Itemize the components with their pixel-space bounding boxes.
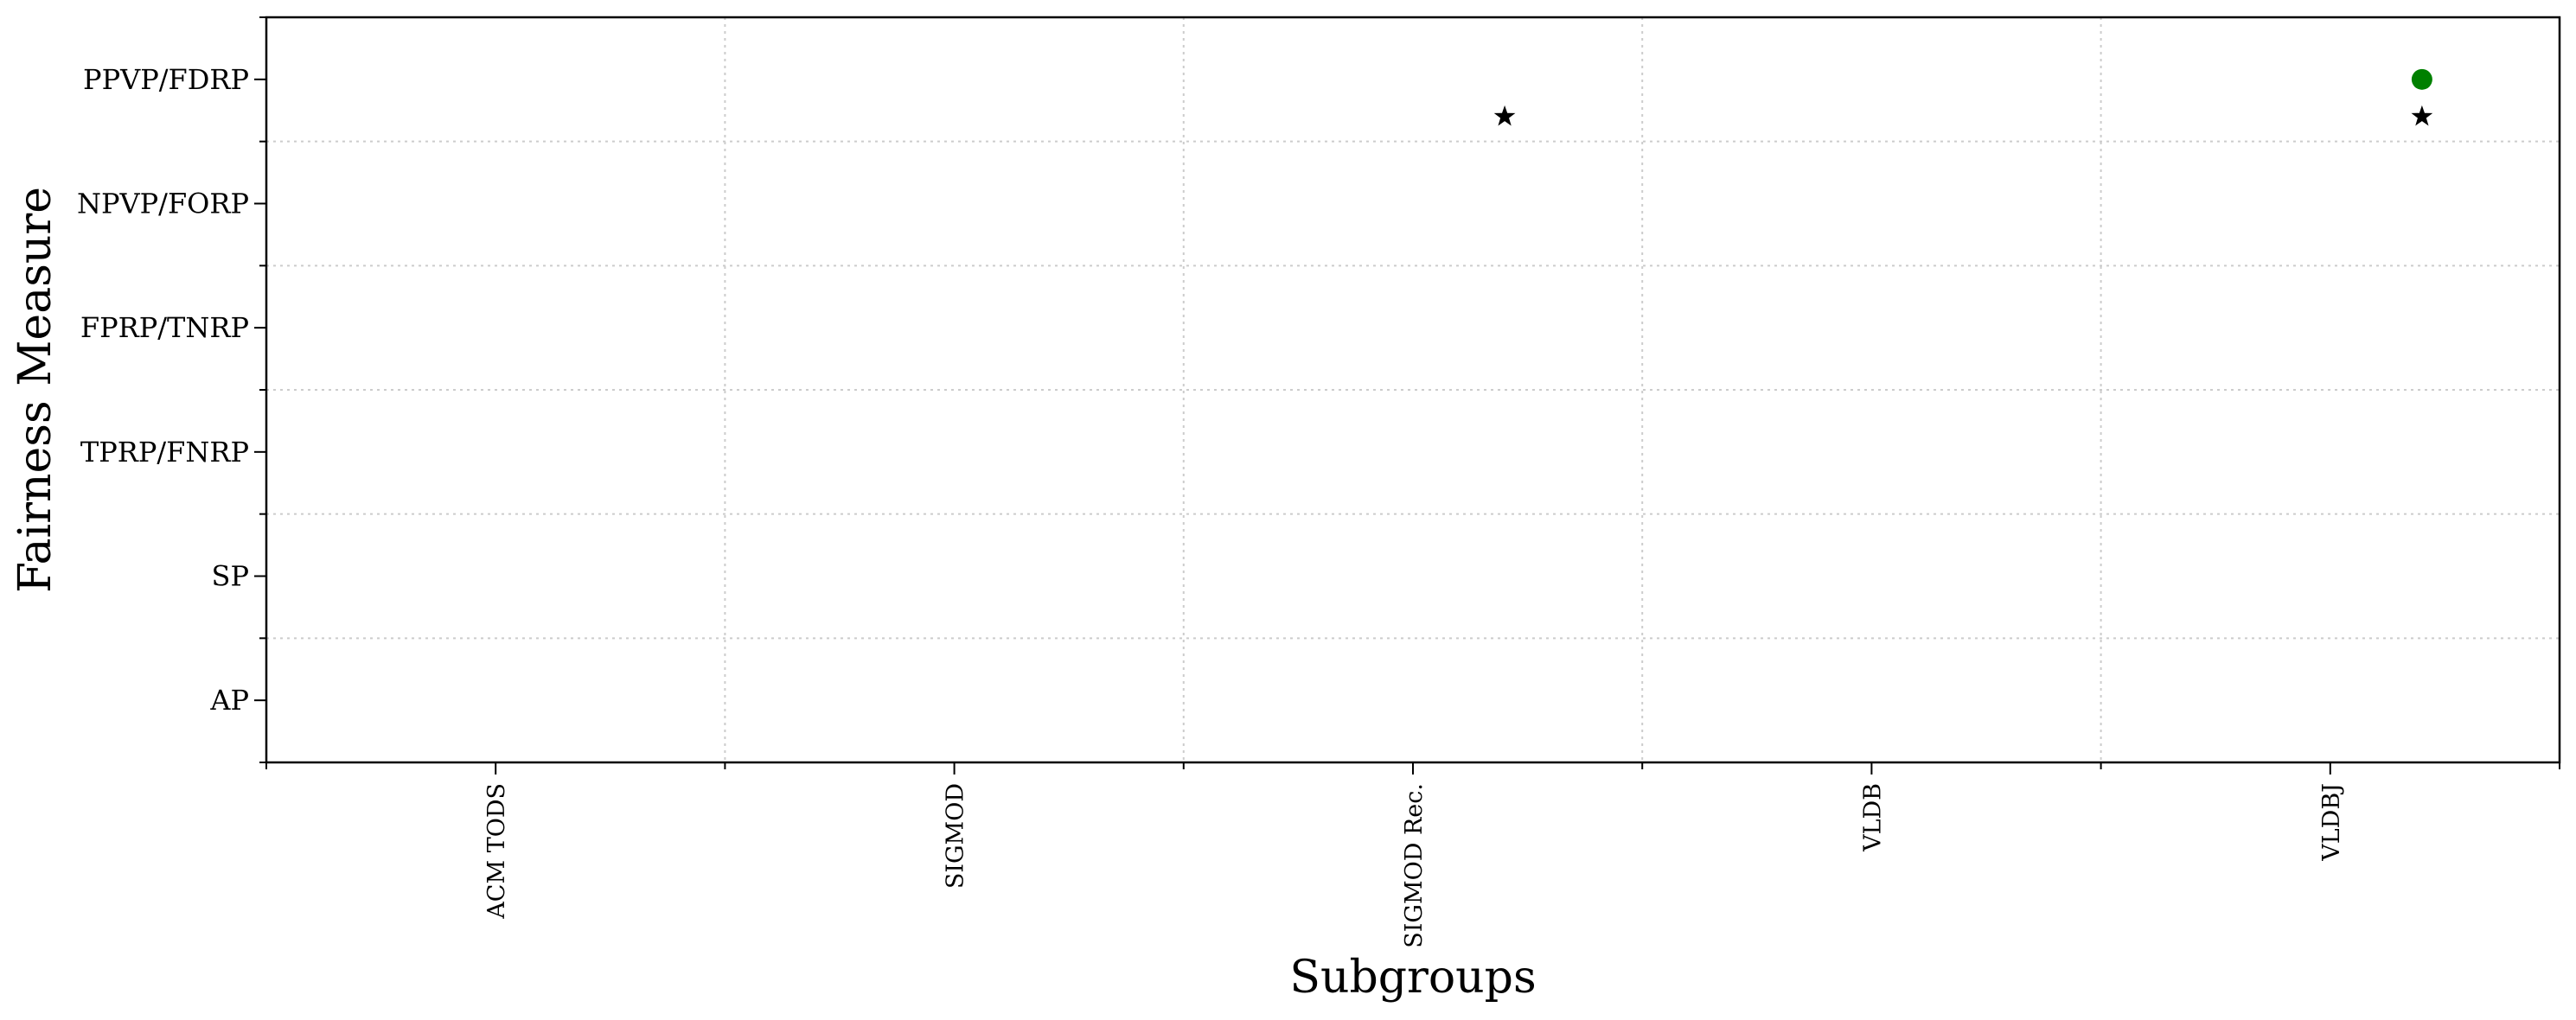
y-tick-label: FPRP/TNRP: [80, 311, 249, 344]
x-tick-label: SIGMOD: [943, 783, 969, 889]
x-tick-label: VLDBJ: [2318, 783, 2345, 862]
y-tick-label: NPVP/FORP: [77, 188, 249, 220]
data-point-star: [1493, 105, 1516, 126]
data-point-star: [2411, 105, 2433, 126]
x-tick-label: SIGMOD Rec.: [1401, 783, 1428, 948]
plot-frame: [265, 16, 2561, 764]
ticks: [254, 16, 2560, 775]
x-axis-label: Subgroups: [1289, 952, 1536, 1004]
y-tick-label: SP: [212, 560, 249, 593]
y-tick-label: PPVP/FDRP: [83, 63, 249, 96]
y-axis-label: Fairness Measure: [10, 187, 61, 593]
data-marks: [1493, 68, 2433, 126]
grid: [266, 17, 2560, 762]
data-point-circle: [2411, 68, 2432, 90]
x-tick-label: ACM TODS: [483, 783, 510, 920]
x-tick-label: VLDB: [1859, 783, 1886, 852]
y-tick-label: AP: [209, 684, 249, 717]
x-tick-labels: ACM TODS SIGMOD SIGMOD Rec. VLDB VLDBJ: [483, 783, 2345, 948]
y-tick-labels: AP SP TPRP/FNRP FPRP/TNRP NPVP/FORP PPVP/FDRP: [77, 63, 249, 717]
y-tick-label: TPRP/FNRP: [80, 436, 249, 469]
